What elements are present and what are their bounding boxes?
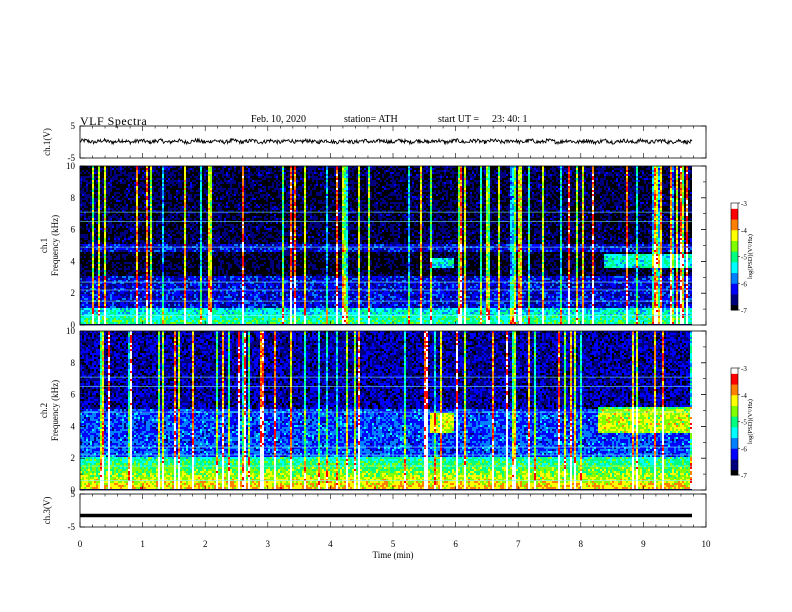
figure-title: VLF Spectra (80, 114, 147, 129)
x-tick-label: 6 (453, 539, 458, 549)
station-label: station= ATH (344, 114, 398, 125)
colorbar-tick-label: -4 (741, 392, 747, 400)
y-tick-label: 10 (66, 326, 76, 336)
panel-channel-label: ch.1 (39, 238, 49, 253)
x-tick-label: 10 (702, 539, 712, 549)
y-tick-label: 8 (71, 193, 76, 203)
colorbar-tick-label: -6 (741, 445, 747, 453)
y-tick-label: 4 (71, 256, 76, 266)
y-tick-label: 8 (71, 358, 76, 368)
y-tick-label: -5 (68, 522, 76, 532)
colorbar-tick-label: -7 (741, 307, 747, 315)
ch1-trace (80, 139, 692, 144)
y-axis-label: ch.1(V) (42, 128, 52, 156)
x-tick-label: 1 (140, 539, 145, 549)
start-ut-value: 23: 40: 1 (492, 114, 528, 125)
colorbar-tick-label: -4 (741, 227, 747, 235)
x-tick-label: 0 (78, 539, 83, 549)
x-tick-label: 2 (203, 539, 208, 549)
spectrogram-ch1 (80, 166, 692, 325)
x-tick-label: 3 (266, 539, 271, 549)
y-tick-label: 4 (71, 421, 76, 431)
y-tick-label: 10 (66, 161, 76, 171)
y-axis-label: Frequency (kHz) (50, 380, 60, 441)
colorbar-tick-label: -3 (741, 365, 747, 373)
colorbar-label: log(PSD)(V²/Hz) (747, 234, 754, 279)
y-tick-label: 2 (71, 288, 76, 298)
date-label: Feb. 10, 2020 (251, 114, 306, 125)
y-axis-label: ch.3(V) (42, 497, 52, 525)
x-tick-label: 9 (641, 539, 646, 549)
x-tick-label: 7 (516, 539, 521, 549)
y-axis-label: Frequency (kHz) (50, 215, 60, 276)
x-tick-label: 5 (391, 539, 396, 549)
panel-channel-label: ch.2 (39, 403, 49, 418)
y-tick-label: 2 (71, 453, 76, 463)
colorbar-tick-label: -7 (741, 472, 747, 480)
y-tick-label: 6 (71, 225, 76, 235)
spectrogram-ch2 (80, 331, 692, 490)
x-axis-label: Time (min) (373, 550, 414, 560)
y-tick-label: 5 (71, 489, 76, 499)
colorbar-tick-label: -3 (741, 200, 747, 208)
y-tick-label: 5 (71, 121, 76, 131)
start-ut-label: start UT = (438, 114, 479, 125)
colorbar-label: log(PSD)(V²/Hz) (747, 399, 754, 444)
x-tick-label: 8 (579, 539, 584, 549)
vlf-figure: 5-5ch.1(V)0246810ch.1 Frequency (kHz)-3-4… (0, 0, 792, 612)
colorbar-tick-label: -6 (741, 280, 747, 288)
y-tick-label: 6 (71, 390, 76, 400)
x-tick-label: 4 (328, 539, 333, 549)
colorbar (731, 203, 740, 311)
colorbar (731, 368, 740, 476)
